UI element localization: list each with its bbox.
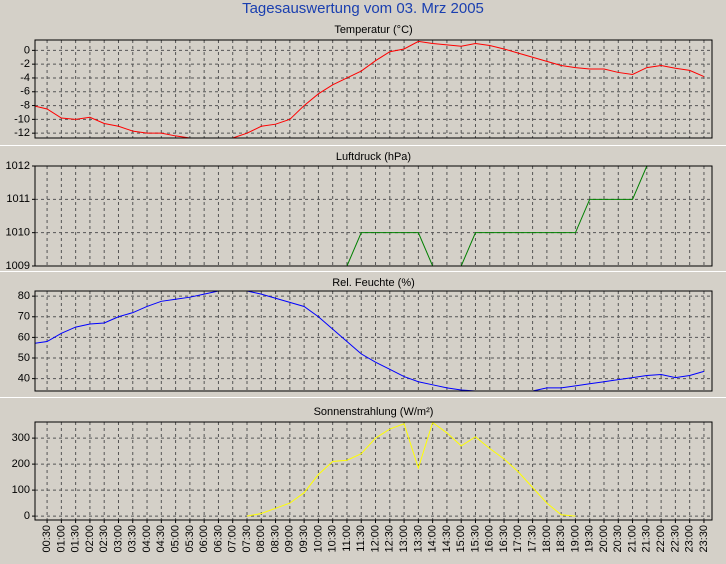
chart-title: Temperatur (°C) [334,24,412,36]
x-tick-label: 01:30 [70,525,82,553]
x-tick-label: 21:00 [626,525,638,553]
x-tick-label: 19:30 [584,525,596,553]
x-tick-label: 18:00 [541,525,553,553]
x-tick-label: 16:30 [498,525,510,553]
x-tick-label: 13:30 [412,525,424,553]
x-tick-label: 06:30 [212,525,224,553]
data-line [346,166,648,266]
plot-area [35,422,712,520]
x-tick-label: 03:00 [112,525,124,553]
x-tick-label: 01:00 [55,525,67,553]
chart-title: Sonnenstrahlung (W/m²) [314,406,434,418]
x-tick-label: 22:00 [655,525,667,553]
x-tick-label: 07:30 [241,525,253,553]
x-tick-label: 20:00 [598,525,610,553]
x-tick-label: 12:30 [384,525,396,553]
y-tick-label: 80 [18,290,30,302]
plot-area [35,166,712,266]
data-line [35,40,705,138]
y-tick-label: 40 [18,373,30,385]
x-tick-label: 19:00 [569,525,581,553]
y-tick-label: -2 [20,58,30,70]
x-tick-label: 05:30 [184,525,196,553]
y-tick-label: -12 [14,127,30,139]
x-tick-label: 04:00 [141,525,153,553]
x-tick-label: 21:30 [641,525,653,553]
x-tick-label: 07:00 [227,525,239,553]
x-tick-label: 22:30 [669,525,681,553]
x-tick-label: 17:00 [512,525,524,553]
y-tick-label: 0 [24,510,30,522]
x-tick-label: 13:00 [398,525,410,553]
x-tick-label: 12:00 [369,525,381,553]
x-tick-label: 08:30 [269,525,281,553]
x-tick-label: 08:00 [255,525,267,553]
y-tick-label: 0 [24,44,30,56]
x-tick-label: 04:30 [155,525,167,553]
chart-title: Rel. Feuchte (%) [332,277,415,289]
x-tick-label: 11:30 [355,525,367,552]
x-tick-label: 10:30 [327,525,339,553]
y-tick-label: -4 [20,72,30,84]
x-tick-label: 00:30 [41,525,53,553]
page-title: Tagesauswertung vom 03. Mrz 2005 [242,0,484,17]
x-tick-label: 17:30 [527,525,539,553]
x-tick-label: 05:00 [170,525,182,553]
x-tick-label: 14:00 [427,525,439,553]
y-tick-label: 100 [12,484,30,496]
x-tick-label: 06:00 [198,525,210,553]
plot-area [35,291,712,391]
y-tick-label: 1010 [6,227,30,239]
y-tick-label: 1011 [6,193,30,205]
y-tick-label: -8 [20,99,30,111]
x-tick-label: 18:30 [555,525,567,553]
x-tick-label: 20:30 [612,525,624,553]
x-tick-label: 09:00 [284,525,296,553]
y-tick-label: 200 [12,458,30,470]
y-tick-label: 70 [18,311,30,323]
x-tick-label: 10:00 [312,525,324,553]
y-tick-label: -10 [14,113,30,125]
y-tick-label: 60 [18,331,30,343]
data-line [35,291,705,391]
plot-border [34,290,713,392]
plot-border [34,421,713,521]
plot-area [35,40,712,138]
y-tick-label: 300 [12,432,30,444]
x-tick-label: 14:30 [441,525,453,553]
y-tick-label: -6 [20,86,30,98]
chart-title: Luftdruck (hPa) [336,151,411,163]
x-tick-label: 11:00 [341,525,353,552]
x-tick-label: 02:30 [98,525,110,553]
x-tick-label: 15:00 [455,525,467,553]
x-tick-label: 15:30 [469,525,481,553]
x-tick-label: 02:00 [84,525,96,553]
y-tick-label: 1012 [6,160,30,172]
x-tick-label: 09:30 [298,525,310,553]
y-tick-label: 1009 [6,260,30,272]
x-tick-label: 23:00 [684,525,696,553]
x-tick-label: 03:30 [127,525,139,553]
plot-border [34,165,713,267]
x-tick-label: 16:00 [484,525,496,553]
data-line [246,422,576,517]
x-tick-label: 23:30 [698,525,710,553]
y-tick-label: 50 [18,352,30,364]
plot-border [34,39,713,139]
